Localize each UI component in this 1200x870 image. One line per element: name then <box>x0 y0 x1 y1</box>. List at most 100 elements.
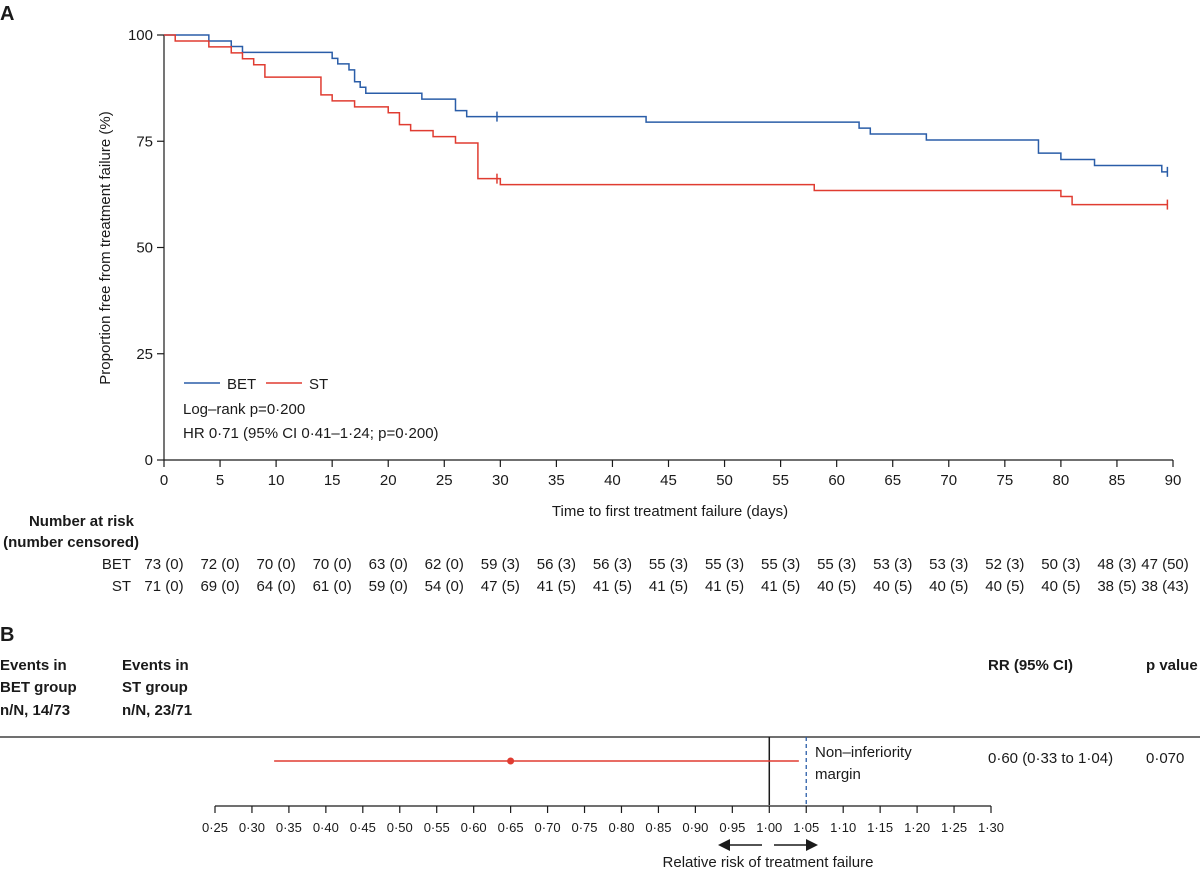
risk-cell: 50 (3) <box>1041 556 1080 573</box>
km-x-tick-label: 90 <box>1165 472 1182 489</box>
forest-x-tick-label: 0·70 <box>535 820 561 835</box>
rr-point <box>507 757 515 765</box>
km-x-tick-label: 5 <box>216 472 224 489</box>
forest-x-tick-label: 0·75 <box>572 820 598 835</box>
risk-row-label: ST <box>112 578 131 595</box>
bet-events-header-line1: Events in <box>0 657 67 674</box>
risk-cell: 64 (0) <box>257 578 296 595</box>
risk-cell: 59 (3) <box>481 556 520 573</box>
risk-cell: 41 (5) <box>761 578 800 595</box>
risk-table-subtitle: (number censored) <box>3 534 139 551</box>
km-x-tick-label: 60 <box>828 472 845 489</box>
rr-value: 0·60 (0·33 to 1·04) <box>988 750 1113 767</box>
risk-cell: 47 (5) <box>481 578 520 595</box>
forest-x-tick-label: 0·55 <box>424 820 450 835</box>
km-x-tick-label: 70 <box>940 472 957 489</box>
forest-x-tick-label: 1·20 <box>904 820 930 835</box>
bet-events-header-line2: BET group <box>0 679 77 696</box>
risk-cell: 63 (0) <box>369 556 408 573</box>
bet-events-header-line3: n/N, 14/73 <box>0 702 70 719</box>
risk-cell: 40 (5) <box>929 578 968 595</box>
risk-cell: 72 (0) <box>200 556 239 573</box>
risk-cell: 62 (0) <box>425 556 464 573</box>
forest-x-tick-label: 0·25 <box>202 820 228 835</box>
forest-x-tick-label: 1·25 <box>941 820 967 835</box>
p-value: 0·070 <box>1146 750 1184 767</box>
direction-arrows <box>718 839 818 851</box>
risk-cell: 73 (0) <box>144 556 183 573</box>
legend-label-bet: BET <box>227 376 256 393</box>
risk-cell: 52 (3) <box>985 556 1024 573</box>
forest-x-tick-label: 0·80 <box>608 820 634 835</box>
risk-cell: 56 (3) <box>593 556 632 573</box>
risk-cell: 41 (5) <box>705 578 744 595</box>
risk-cell: 40 (5) <box>1041 578 1080 595</box>
risk-cell: 55 (3) <box>649 556 688 573</box>
st-events-header-line2: ST group <box>122 679 188 696</box>
forest-x-axis-label: Relative risk of treatment failure <box>663 854 874 870</box>
forest-x-tick-label: 0·35 <box>276 820 302 835</box>
right-arrow-icon <box>806 839 818 851</box>
km-x-tick-label: 80 <box>1053 472 1070 489</box>
forest-x-tick-label: 1·15 <box>867 820 893 835</box>
km-x-tick-label: 65 <box>884 472 901 489</box>
forest-x-tick-label: 0·90 <box>682 820 708 835</box>
forest-x-tick-label: 0·95 <box>719 820 745 835</box>
km-y-tick-label: 100 <box>128 27 153 44</box>
km-y-tick-label: 75 <box>136 133 153 150</box>
risk-cell: 41 (5) <box>537 578 576 595</box>
risk-cell: 70 (0) <box>257 556 296 573</box>
risk-cell: 41 (5) <box>593 578 632 595</box>
risk-table-title: Number at risk <box>29 513 135 530</box>
forest-x-tick-label: 1·10 <box>830 820 856 835</box>
forest-x-tick-label: 1·30 <box>978 820 1004 835</box>
p-value-header: p value <box>1146 657 1198 674</box>
margin-label-line1: Non–inferiority <box>815 744 912 761</box>
risk-cell: 47 (50) <box>1141 556 1189 573</box>
rr-header: RR (95% CI) <box>988 657 1073 674</box>
risk-cell: 56 (3) <box>537 556 576 573</box>
forest-x-tick-label: 1·05 <box>793 820 819 835</box>
km-series-line-bet <box>164 34 1168 173</box>
km-x-tick-label: 10 <box>268 472 285 489</box>
km-y-tick-label: 50 <box>136 240 153 257</box>
forest-x-tick-label: 0·65 <box>498 820 524 835</box>
risk-cell: 55 (3) <box>817 556 856 573</box>
risk-cell: 41 (5) <box>649 578 688 595</box>
km-x-tick-label: 0 <box>160 472 168 489</box>
legend-label-st: ST <box>309 376 328 393</box>
km-x-tick-label: 55 <box>772 472 789 489</box>
risk-cell: 40 (5) <box>817 578 856 595</box>
risk-cell: 40 (5) <box>873 578 912 595</box>
km-x-axis-label: Time to first treatment failure (days) <box>552 503 788 520</box>
km-x-tick-label: 15 <box>324 472 341 489</box>
forest-x-tick-label: 1·00 <box>756 820 782 835</box>
km-x-tick-label: 30 <box>492 472 509 489</box>
left-arrow-icon <box>718 839 730 851</box>
km-series-line-st <box>164 34 1168 206</box>
panel-b-label: B <box>0 624 14 646</box>
margin-label-line2: margin <box>815 766 861 783</box>
km-x-tick-label: 85 <box>1109 472 1126 489</box>
hazard-ratio-text: HR 0·71 (95% CI 0·41–1·24; p=0·200) <box>183 425 439 442</box>
forest-x-tick-label: 0·45 <box>350 820 376 835</box>
risk-cell: 40 (5) <box>985 578 1024 595</box>
risk-cell: 61 (0) <box>313 578 352 595</box>
forest-x-tick-label: 0·85 <box>645 820 671 835</box>
risk-cell: 54 (0) <box>425 578 464 595</box>
risk-cell: 53 (3) <box>873 556 912 573</box>
risk-cell: 48 (3) <box>1097 556 1136 573</box>
forest-header: Events in BET group n/N, 14/73 Events in… <box>0 657 1198 719</box>
km-x-tick-label: 45 <box>660 472 677 489</box>
km-x-tick-label: 50 <box>716 472 733 489</box>
risk-cell: 55 (3) <box>705 556 744 573</box>
st-events-header-line1: Events in <box>122 657 189 674</box>
km-x-tick-label: 40 <box>604 472 621 489</box>
risk-cell: 55 (3) <box>761 556 800 573</box>
km-y-axis-label: Proportion free from treatment failure (… <box>97 111 114 384</box>
forest-x-tick-label: 0·50 <box>387 820 413 835</box>
km-x-tick-label: 35 <box>548 472 565 489</box>
risk-cell: 70 (0) <box>313 556 352 573</box>
km-x-tick-label: 75 <box>996 472 1013 489</box>
